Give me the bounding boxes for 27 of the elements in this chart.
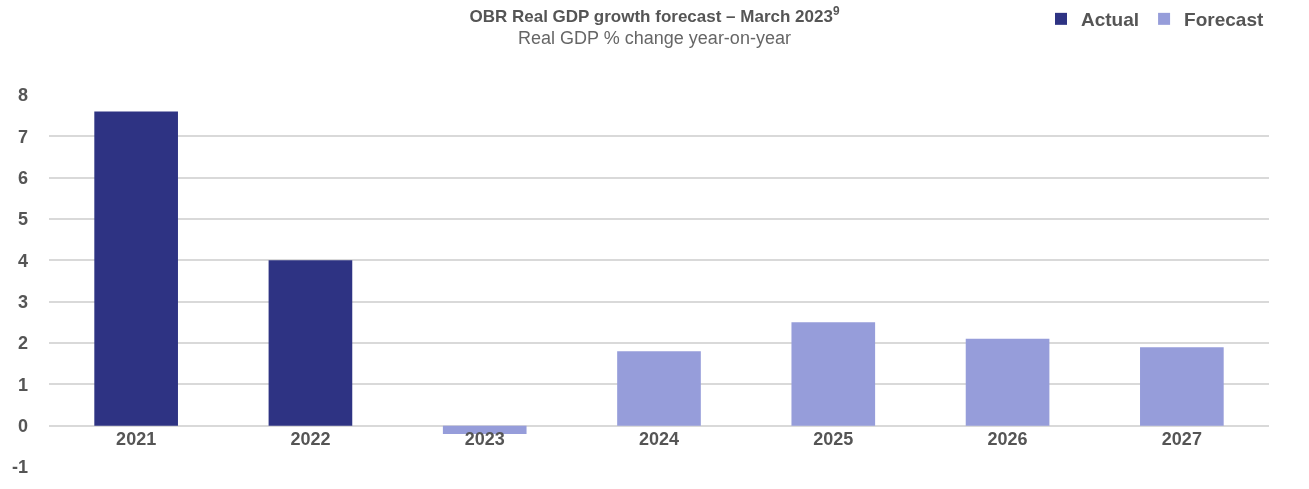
y-tick-label: 1 xyxy=(17,374,28,395)
legend-label: Forecast xyxy=(1184,9,1264,31)
chart-title: OBR Real GDP growth forecast – March 2023$^{9}$ xyxy=(469,3,840,26)
bar xyxy=(94,111,178,426)
chart-subtitle: Real GDP % change year-on-year xyxy=(518,28,791,49)
y-tick-label: 0 xyxy=(17,415,28,436)
bar xyxy=(1140,347,1224,426)
x-tick-label: 2021 xyxy=(116,428,157,449)
bar xyxy=(791,322,876,426)
x-tick-label: 2024 xyxy=(638,428,680,449)
bar xyxy=(268,260,353,426)
bar xyxy=(617,351,701,426)
x-tick-label: 2027 xyxy=(1161,428,1202,449)
x-tick-label: 2025 xyxy=(813,428,854,449)
x-tick-label: 2022 xyxy=(290,428,331,449)
y-tick-label: 8 xyxy=(17,85,28,106)
y-tick-label: 6 xyxy=(17,167,28,188)
legend-label: Actual xyxy=(1081,9,1140,31)
y-tick-label: 3 xyxy=(17,291,28,312)
y-tick-label: 7 xyxy=(17,126,28,147)
y-tick-label: 2 xyxy=(17,333,28,354)
y-tick-label: 4 xyxy=(17,250,28,271)
y-tick-label: 5 xyxy=(17,209,28,230)
bar xyxy=(965,338,1050,426)
x-tick-label: 2026 xyxy=(987,428,1028,449)
y-tick-label: -1 xyxy=(11,457,28,478)
x-tick-label: 2023 xyxy=(464,428,505,449)
